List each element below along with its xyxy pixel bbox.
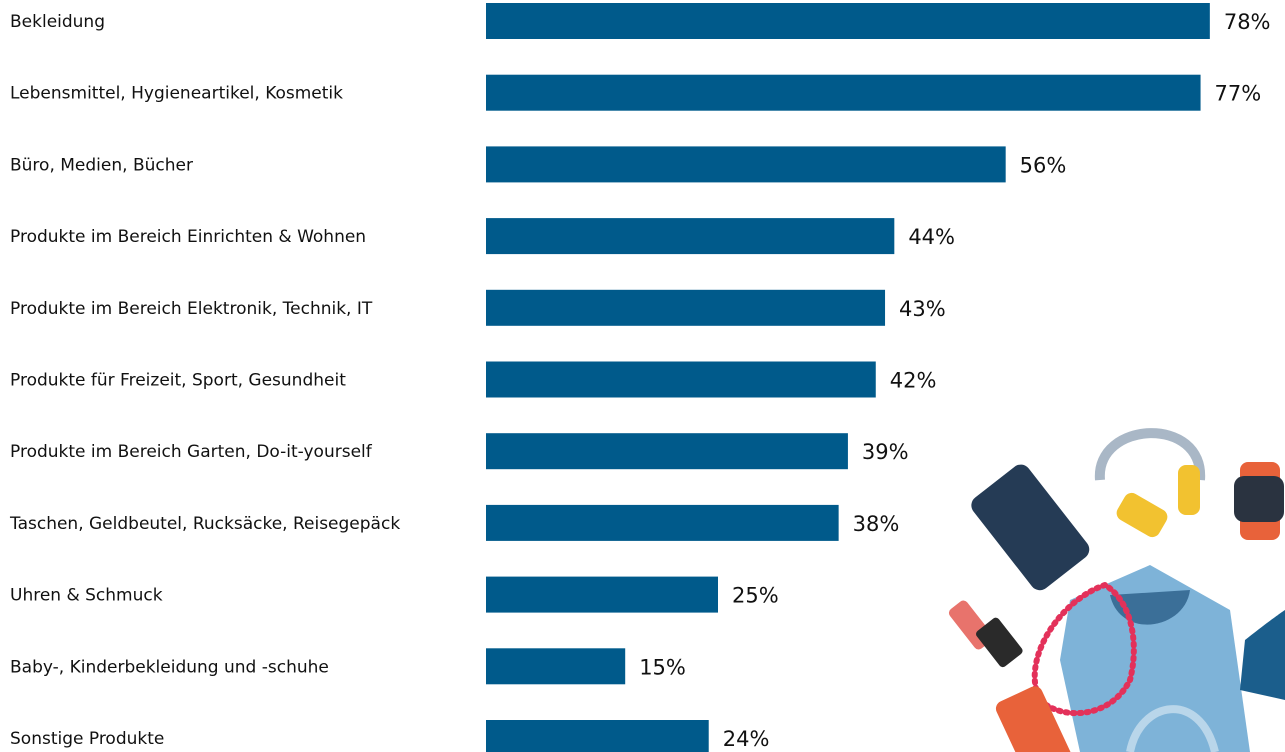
bar <box>486 3 1210 39</box>
headphone-cup <box>1178 465 1200 515</box>
category-label: Produkte im Bereich Einrichten & Wohnen <box>10 227 366 247</box>
category-label: Produkte für Freizeit, Sport, Gesundheit <box>10 371 346 391</box>
value-label: 78% <box>1224 10 1271 34</box>
lipstick-case <box>976 617 1023 668</box>
headphone-cup <box>1116 492 1168 538</box>
category-label: Uhren & Schmuck <box>10 586 163 606</box>
can <box>995 686 1075 752</box>
category-label: Sonstige Produkte <box>10 729 164 749</box>
category-label: Produkte im Bereich Garten, Do-it-yourse… <box>10 442 373 462</box>
value-label: 25% <box>732 584 779 608</box>
category-label: Büro, Medien, Bücher <box>10 155 193 175</box>
bar <box>486 218 895 255</box>
value-label: 77% <box>1215 82 1262 106</box>
headband <box>1126 705 1219 752</box>
phone <box>971 464 1090 591</box>
value-label: 24% <box>723 727 770 751</box>
bar <box>486 504 839 541</box>
illustration <box>948 428 1285 752</box>
bar <box>486 361 876 398</box>
category-label: Bekleidung <box>10 12 105 32</box>
bar <box>486 648 626 685</box>
bar <box>486 289 886 326</box>
category-label: Lebensmittel, Hygieneartikel, Kosmetik <box>10 84 343 104</box>
watch <box>1234 476 1284 522</box>
bar <box>486 433 848 470</box>
value-label: 56% <box>1020 153 1067 177</box>
value-label: 44% <box>908 225 955 249</box>
value-label: 38% <box>853 512 900 536</box>
category-label: Taschen, Geldbeutel, Rucksäcke, Reisegep… <box>9 514 400 534</box>
bar <box>486 74 1201 111</box>
value-label: 39% <box>862 440 909 464</box>
headphones <box>1094 428 1206 481</box>
value-label: 15% <box>639 655 686 679</box>
value-label: 42% <box>890 369 937 393</box>
value-label: 43% <box>899 297 946 321</box>
bar <box>486 146 1006 183</box>
bar <box>486 576 718 613</box>
necklace <box>1031 582 1137 717</box>
bar <box>486 720 709 752</box>
shoe <box>1240 610 1285 700</box>
category-label: Produkte im Bereich Elektronik, Technik,… <box>10 299 373 319</box>
category-label: Baby-, Kinderbekleidung und -schuhe <box>10 657 329 677</box>
